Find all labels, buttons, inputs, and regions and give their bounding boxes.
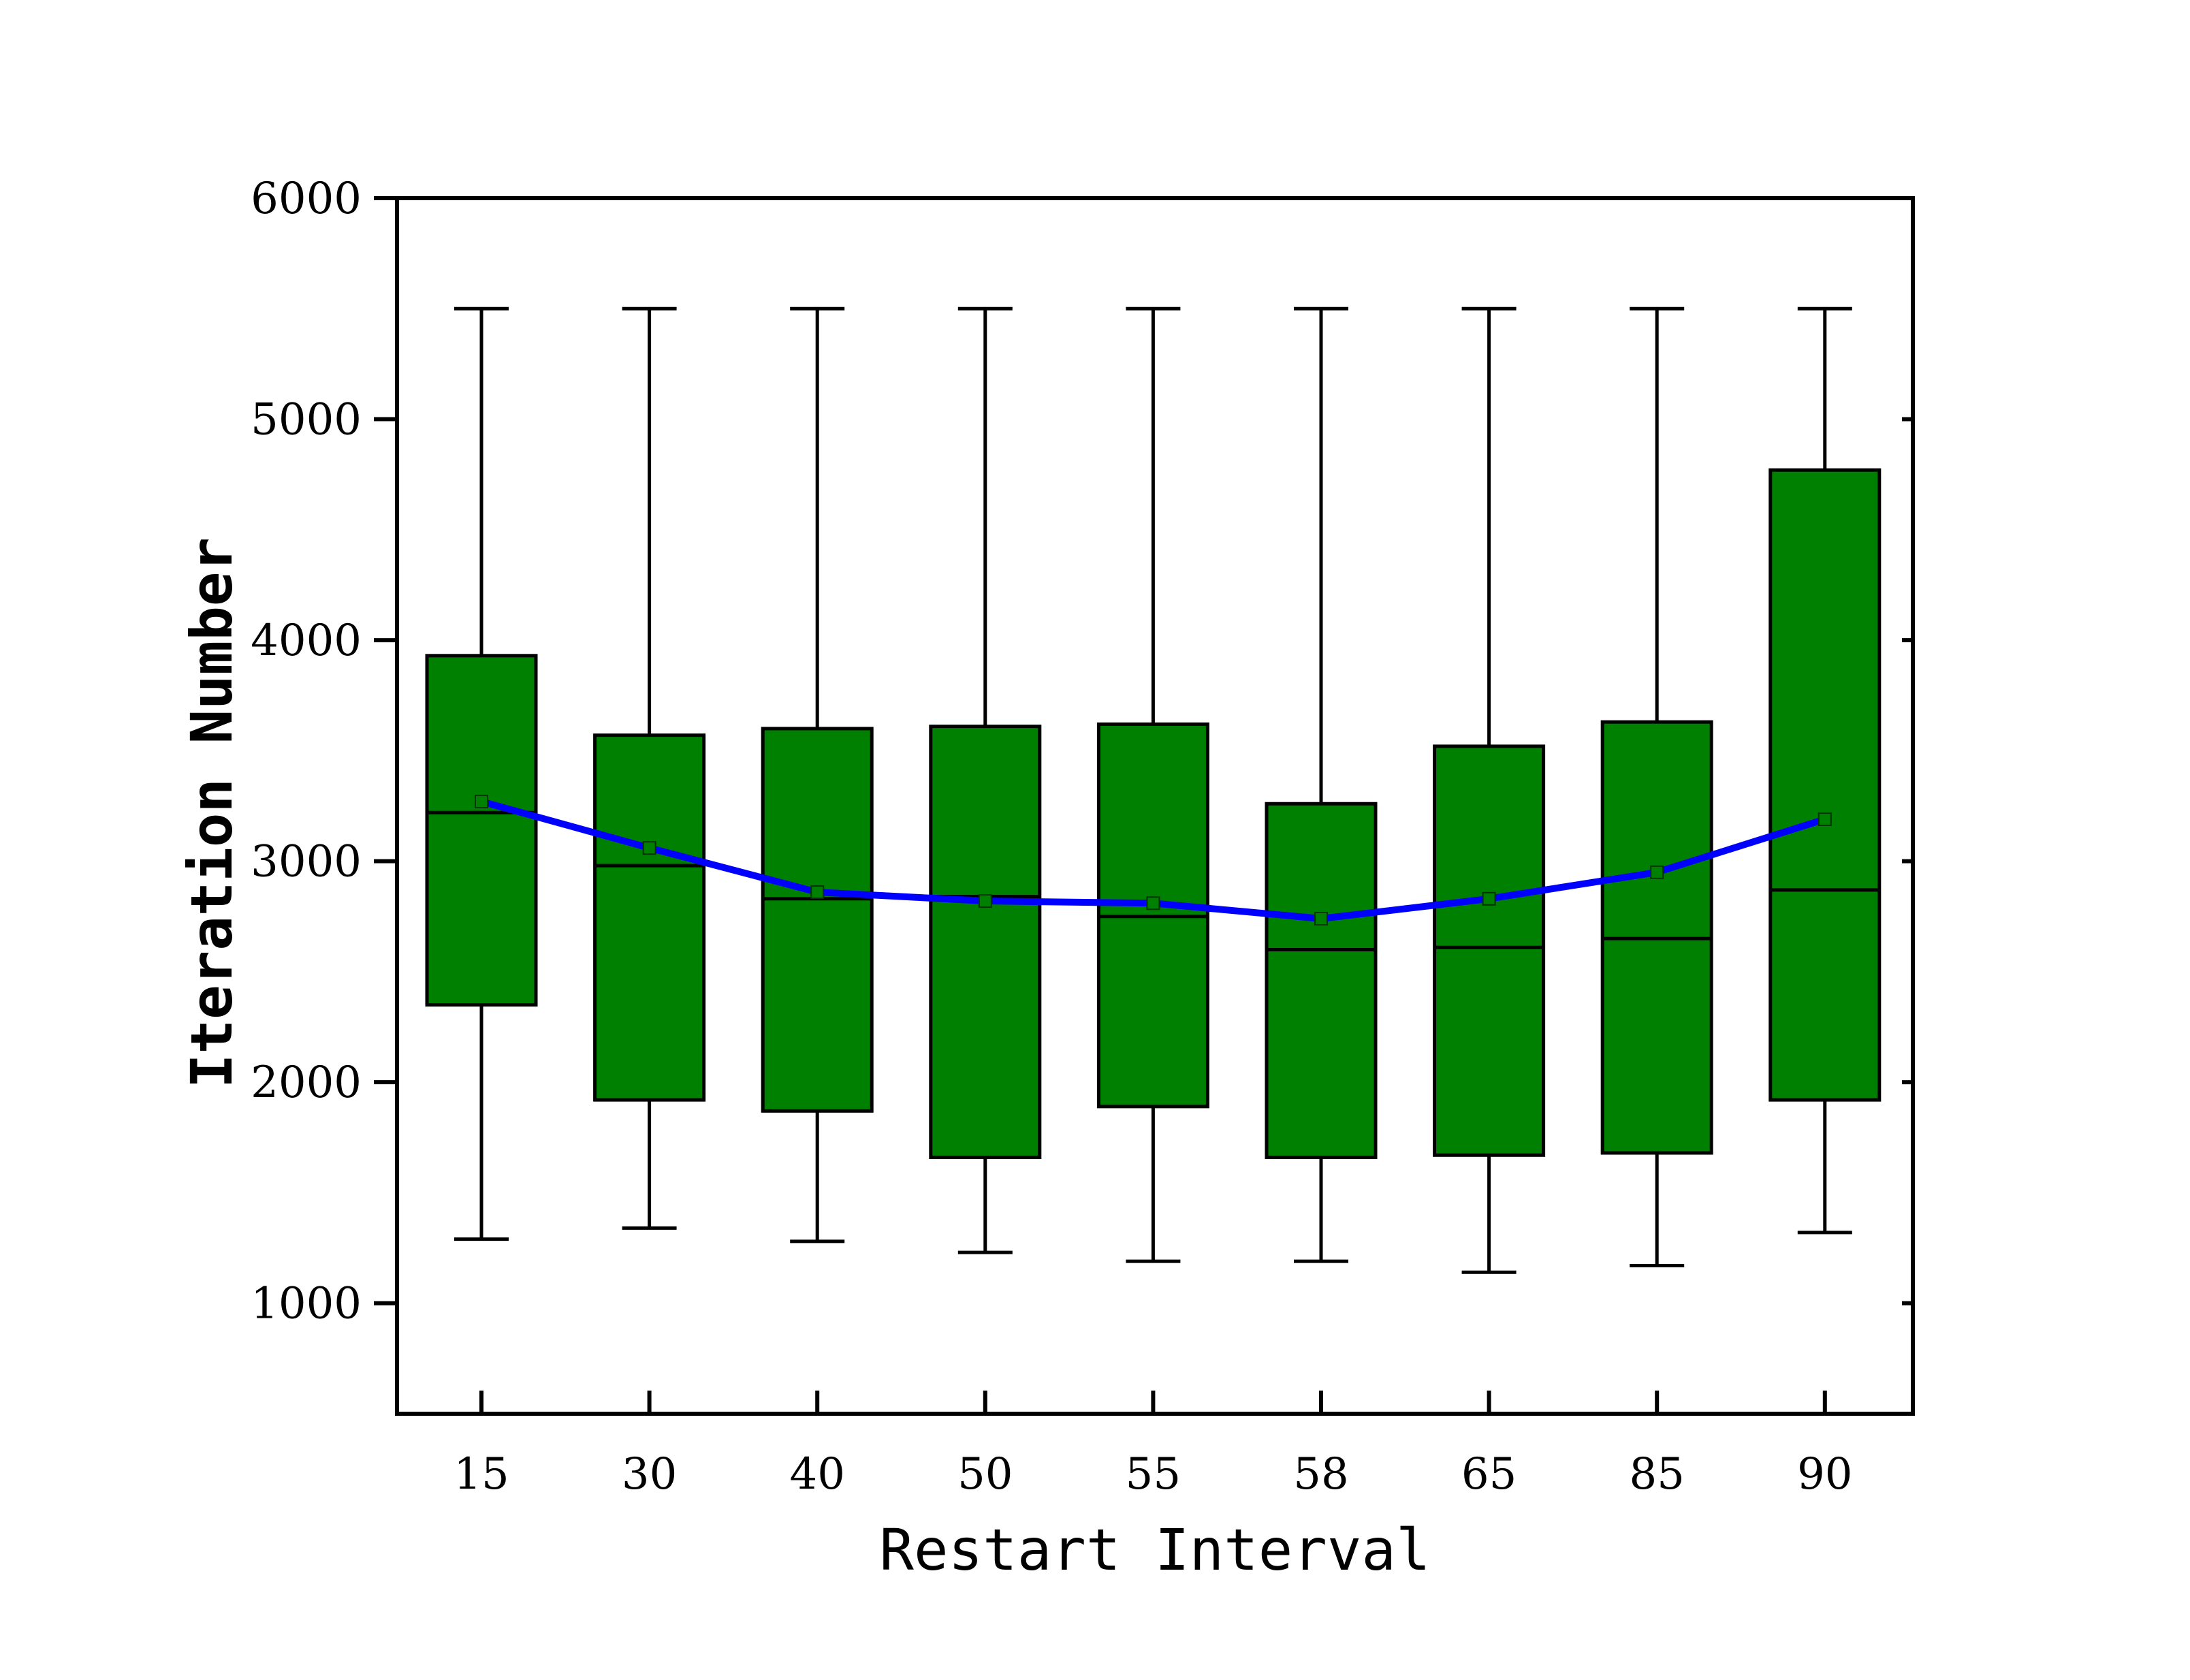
box-iqr	[425, 654, 538, 1007]
mean-marker	[978, 894, 992, 908]
y-tick-label: 5000	[251, 395, 362, 445]
mean-marker	[475, 795, 488, 809]
box-iqr	[761, 727, 874, 1113]
mean-marker	[1146, 896, 1160, 910]
x-axis-title: Restart Interval	[879, 1517, 1430, 1583]
x-tick-label: 55	[1126, 1449, 1181, 1500]
axes-layer	[374, 196, 1915, 1416]
x-tick-label: 40	[789, 1449, 844, 1500]
x-tick-label: 65	[1461, 1449, 1517, 1500]
box-50	[929, 306, 1042, 1254]
x-tick-label: 85	[1629, 1449, 1684, 1500]
x-tick-label: 58	[1293, 1449, 1348, 1500]
mean-marker	[1650, 865, 1664, 879]
y-tick-label: 1000	[251, 1279, 362, 1329]
y-tick-label: 4000	[251, 616, 362, 666]
y-tick-label: 3000	[251, 837, 362, 887]
box-iqr	[1265, 802, 1378, 1160]
box-40	[761, 306, 874, 1243]
box-iqr	[1768, 468, 1882, 1102]
box-55	[1096, 306, 1209, 1263]
y-tick-label: 6000	[251, 174, 362, 224]
box-90	[1768, 306, 1882, 1235]
x-tick-label: 15	[454, 1449, 509, 1500]
box-15	[425, 306, 538, 1241]
mean-marker	[642, 841, 656, 855]
mean-line-layer	[475, 795, 1832, 926]
box-30	[593, 306, 706, 1230]
x-tick-label: 30	[622, 1449, 677, 1500]
mean-marker	[1314, 912, 1328, 926]
mean-marker	[1482, 891, 1496, 906]
box-65	[1433, 306, 1546, 1274]
box-58	[1265, 306, 1378, 1263]
mean-marker	[810, 885, 825, 900]
y-tick-label: 2000	[251, 1058, 362, 1108]
boxes-layer	[425, 306, 1882, 1274]
labels-layer: 1000 2000 3000 4000 5000 6000 15 30 40 50 55 58 65 85…	[251, 174, 1852, 1500]
x-tick-label: 50	[957, 1449, 1013, 1500]
box-iqr	[929, 725, 1042, 1160]
box-iqr	[1433, 744, 1546, 1157]
box-85	[1600, 306, 1713, 1268]
x-tick-label: 90	[1797, 1449, 1852, 1500]
box-iqr	[593, 733, 706, 1102]
mean-marker	[1818, 812, 1832, 826]
y-axis-title: Iteration Number	[178, 537, 245, 1088]
